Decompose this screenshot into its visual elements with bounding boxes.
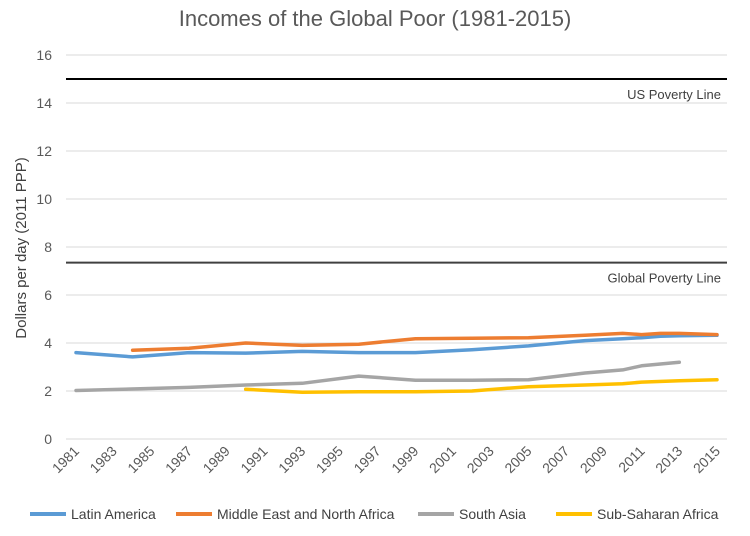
x-tick-label: 1997 (350, 443, 383, 476)
series-line-middle-east-and-north-africa (130, 331, 719, 352)
legend: Latin America Middle East and North Afric… (30, 506, 719, 522)
x-tick-label: 2009 (577, 443, 610, 476)
x-tick-label: 1989 (200, 443, 233, 476)
gridlines (66, 54, 727, 440)
y-axis-label: Dollars per day (2011 PPP) (13, 157, 30, 338)
x-axis-ticks: 1981 1983 1985 1987 1989 1991 1993 1995 1997 1999… (49, 443, 723, 476)
x-tick-label: 1995 (313, 443, 346, 476)
series-line-sub-saharan-africa (243, 377, 719, 394)
x-tick-label: 2015 (690, 443, 723, 476)
y-tick-label: 10 (36, 191, 52, 207)
x-tick-label: 1985 (124, 443, 157, 476)
x-tick-label: 1993 (275, 443, 308, 476)
x-tick-label: 1981 (49, 443, 82, 476)
x-tick-label: 2013 (652, 443, 685, 476)
y-tick-label: 16 (36, 47, 52, 63)
y-tick-label: 0 (44, 431, 52, 447)
x-tick-label: 2003 (464, 443, 497, 476)
y-axis-ticks: 0 2 4 6 8 10 12 14 16 (36, 47, 52, 447)
legend-label: Sub-Saharan Africa (597, 506, 719, 522)
x-tick-label: 1991 (237, 443, 270, 476)
y-tick-label: 8 (44, 239, 52, 255)
series-line-south-asia (74, 360, 682, 393)
x-tick-label: 2001 (426, 443, 459, 476)
series-line-latin-america (74, 333, 719, 359)
chart-title: Incomes of the Global Poor (1981-2015) (179, 6, 572, 31)
x-tick-label: 2007 (539, 443, 572, 476)
legend-label: South Asia (459, 506, 526, 522)
y-tick-label: 4 (44, 335, 52, 351)
series-lines (74, 331, 719, 394)
y-tick-label: 6 (44, 287, 52, 303)
x-tick-label: 1999 (388, 443, 421, 476)
legend-label: Middle East and North Africa (217, 506, 395, 522)
reference-line-label: US Poverty Line (627, 87, 721, 102)
legend-label: Latin America (71, 506, 156, 522)
y-tick-label: 14 (36, 95, 52, 111)
x-tick-label: 2011 (615, 443, 648, 476)
x-tick-label: 1983 (86, 443, 119, 476)
reference-line-label: Global Poverty Line (608, 271, 721, 286)
y-tick-label: 12 (36, 143, 52, 159)
x-tick-label: 2005 (501, 443, 534, 476)
x-tick-label: 1987 (162, 443, 195, 476)
reference-lines: US Poverty Line Global Poverty Line (66, 78, 727, 286)
y-tick-label: 2 (44, 383, 52, 399)
